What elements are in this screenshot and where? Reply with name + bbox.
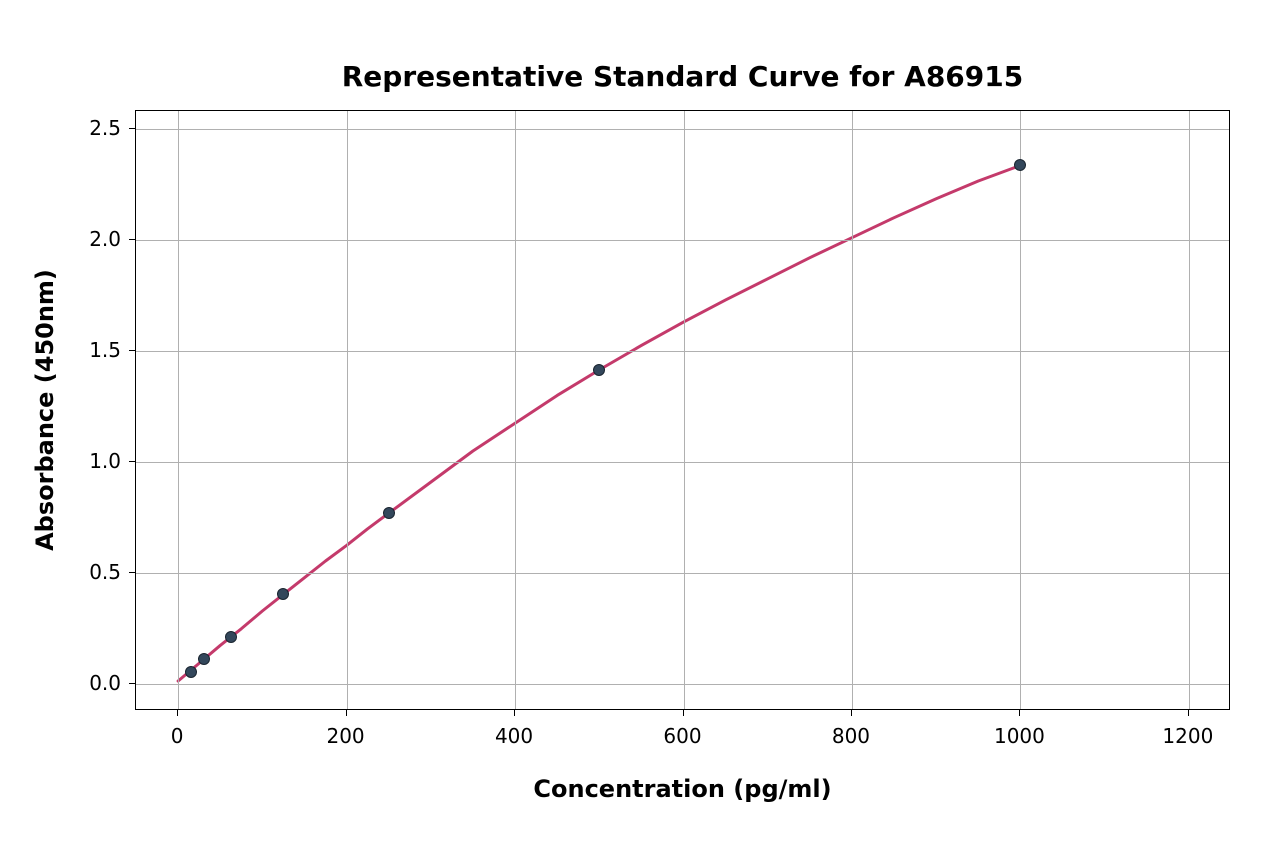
x-tick-mark	[346, 710, 347, 716]
x-axis-label: Concentration (pg/ml)	[533, 775, 831, 803]
grid-line-vertical	[1189, 111, 1190, 709]
grid-line-horizontal	[136, 684, 1229, 685]
y-tick-mark	[129, 572, 135, 573]
x-tick-mark	[1188, 710, 1189, 716]
standard-curve-chart: Representative Standard Curve for A86915…	[0, 0, 1280, 845]
y-tick-label: 1.5	[89, 338, 121, 362]
x-tick-label: 1200	[1162, 724, 1213, 748]
y-tick-label: 0.5	[89, 560, 121, 584]
y-tick-mark	[129, 350, 135, 351]
grid-line-vertical	[1020, 111, 1021, 709]
y-tick-label: 0.0	[89, 671, 121, 695]
y-tick-mark	[129, 683, 135, 684]
x-tick-mark	[514, 710, 515, 716]
y-tick-label: 2.5	[89, 116, 121, 140]
y-tick-label: 2.0	[89, 227, 121, 251]
data-point-marker	[1014, 159, 1026, 171]
grid-line-vertical	[178, 111, 179, 709]
data-point-marker	[383, 507, 395, 519]
plot-area	[135, 110, 1230, 710]
data-point-marker	[198, 653, 210, 665]
grid-line-vertical	[347, 111, 348, 709]
grid-line-horizontal	[136, 351, 1229, 352]
x-tick-label: 1000	[994, 724, 1045, 748]
x-tick-mark	[683, 710, 684, 716]
grid-line-horizontal	[136, 462, 1229, 463]
chart-title: Representative Standard Curve for A86915	[342, 60, 1024, 93]
x-tick-mark	[177, 710, 178, 716]
data-point-marker	[185, 666, 197, 678]
x-tick-label: 400	[495, 724, 533, 748]
data-point-marker	[593, 364, 605, 376]
y-tick-mark	[129, 239, 135, 240]
x-tick-label: 200	[326, 724, 364, 748]
x-tick-mark	[1019, 710, 1020, 716]
x-tick-label: 0	[171, 724, 184, 748]
data-point-marker	[225, 631, 237, 643]
x-tick-label: 600	[663, 724, 701, 748]
y-axis-label: Absorbance (450nm)	[31, 269, 59, 551]
grid-line-vertical	[684, 111, 685, 709]
x-tick-label: 800	[832, 724, 870, 748]
y-tick-mark	[129, 128, 135, 129]
grid-line-vertical	[515, 111, 516, 709]
grid-line-vertical	[852, 111, 853, 709]
y-tick-label: 1.0	[89, 449, 121, 473]
y-tick-mark	[129, 461, 135, 462]
data-point-marker	[277, 588, 289, 600]
x-tick-mark	[851, 710, 852, 716]
grid-line-horizontal	[136, 240, 1229, 241]
grid-line-horizontal	[136, 573, 1229, 574]
grid-line-horizontal	[136, 129, 1229, 130]
